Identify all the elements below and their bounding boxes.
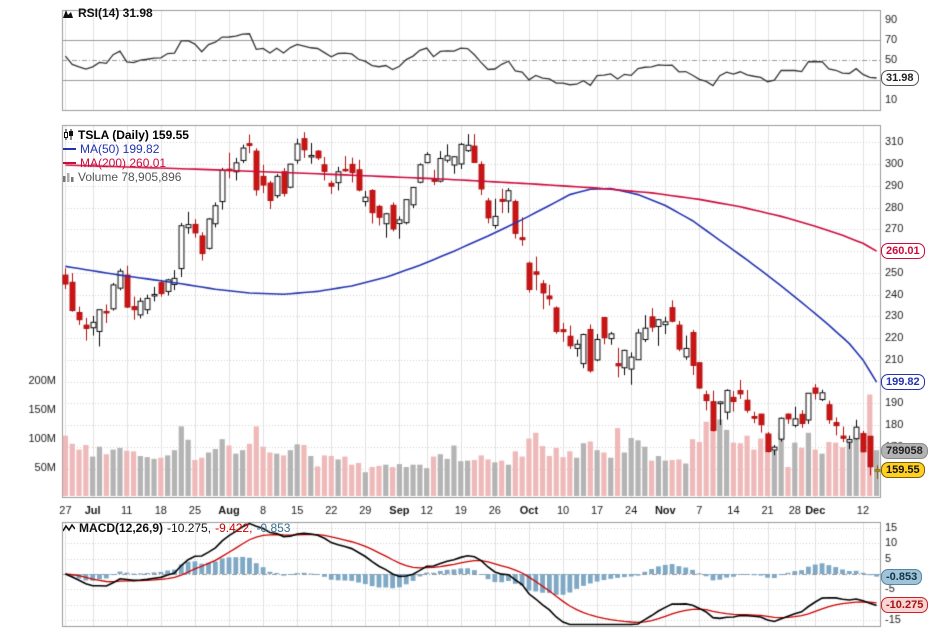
volume-legend-label: Volume 78,905,896 bbox=[78, 169, 182, 184]
rsi-indicator-icon bbox=[63, 9, 73, 18]
rsi-legend-label: RSI(14) 31.98 bbox=[78, 6, 153, 20]
hist-value-label: -0.853 bbox=[256, 521, 291, 535]
ma200-legend-row: MA(200) 260.01 bbox=[63, 155, 189, 170]
ma200-legend-label: MA(200) 260.01 bbox=[80, 155, 167, 170]
price-legend-title-row: TSLA (Daily) 159.55 bbox=[63, 127, 189, 142]
volume-legend-row: Volume 78,905,896 bbox=[63, 169, 189, 184]
tag-last-price: 159.55 bbox=[881, 461, 925, 478]
macd-value-label: -10.275, bbox=[167, 521, 212, 535]
price-legend: TSLA (Daily) 159.55 MA(50) 199.82 MA(200… bbox=[63, 127, 189, 184]
macd-line-icon bbox=[63, 523, 75, 531]
tag-volume: 789058 bbox=[881, 443, 928, 460]
symbol-title: TSLA (Daily) 159.55 bbox=[78, 127, 189, 142]
signal-value-label: -9.422, bbox=[215, 521, 253, 535]
tag-macd-line: -10.275 bbox=[881, 597, 929, 614]
ma200-line-swatch bbox=[63, 161, 76, 164]
ma50-legend-label: MA(50) 199.82 bbox=[80, 141, 160, 156]
ma50-legend-row: MA(50) 199.82 bbox=[63, 141, 189, 156]
tag-macd-hist: -0.853 bbox=[881, 568, 923, 585]
volume-bars-icon bbox=[63, 173, 74, 182]
tag-rsi: 31.98 bbox=[881, 70, 919, 87]
tag-ma200: 260.01 bbox=[881, 243, 925, 260]
macd-legend-title: MACD(12,26,9) bbox=[79, 521, 164, 535]
macd-legend: MACD(12,26,9) -10.275, -9.422, -0.853 bbox=[63, 521, 290, 535]
tag-ma50: 199.82 bbox=[881, 374, 925, 391]
rsi-legend: RSI(14) 31.98 bbox=[63, 6, 153, 20]
ma50-line-swatch bbox=[63, 147, 76, 150]
candlestick-icon bbox=[64, 129, 73, 140]
